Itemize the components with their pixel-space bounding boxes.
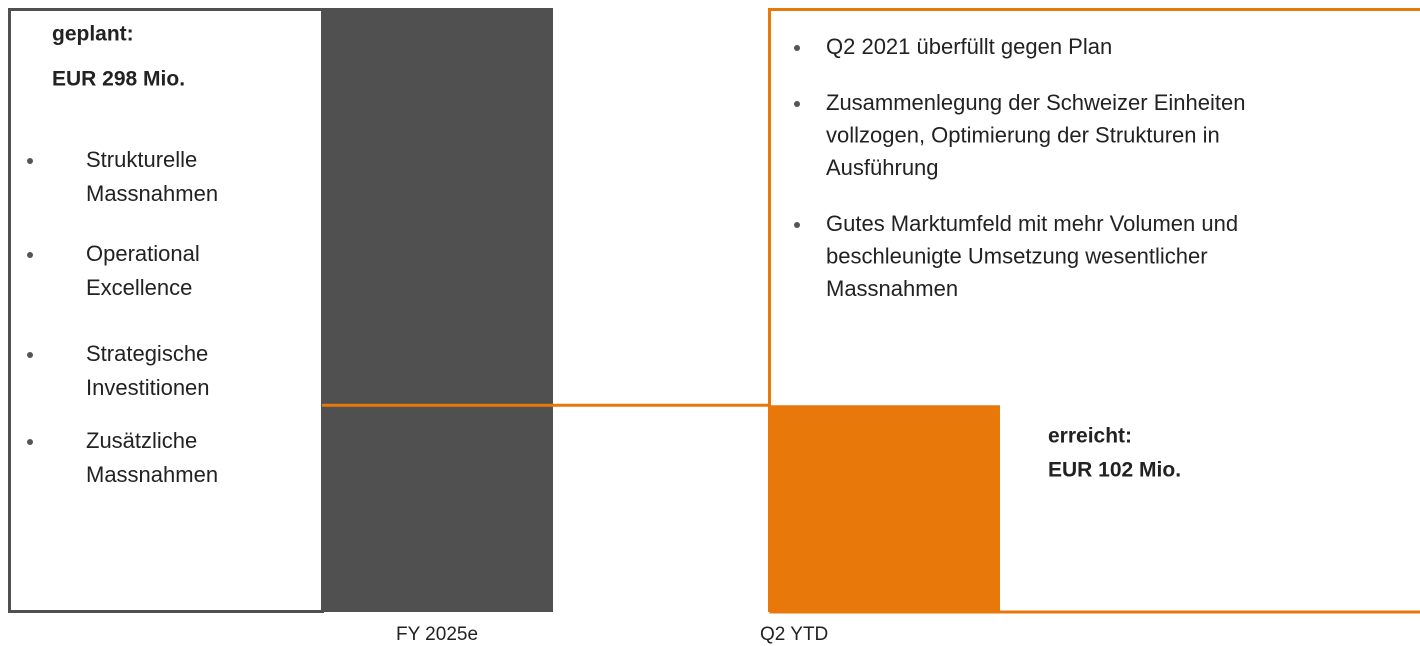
- bar: [768, 405, 1000, 612]
- value-label: EUR 298 Mio.: [52, 68, 185, 91]
- bullet: [27, 158, 33, 164]
- bullet: [794, 222, 800, 228]
- note-text: Investitionen: [86, 375, 210, 400]
- note-text: Strukturelle: [86, 147, 197, 172]
- note-text: Q2 2021 überfüllt gegen Plan: [826, 34, 1112, 59]
- x-tick-label: Q2 YTD: [760, 624, 828, 645]
- note-text: vollzogen, Optimierung der Strukturen in: [826, 122, 1220, 147]
- note-text: Operational: [86, 241, 200, 266]
- note-text: Strategische: [86, 341, 208, 366]
- note-text: Massnahmen: [86, 181, 218, 206]
- bullet: [27, 439, 33, 445]
- bullet: [794, 101, 800, 107]
- note-text: Massnahmen: [86, 462, 218, 487]
- note-text: Massnahmen: [826, 276, 958, 301]
- note-text: Excellence: [86, 275, 192, 300]
- value-label: EUR 102 Mio.: [1048, 459, 1181, 482]
- bar: [322, 8, 553, 612]
- bullet: [27, 352, 33, 358]
- note-text: Gutes Marktumfeld mit mehr Volumen und: [826, 211, 1238, 236]
- bullet: [27, 252, 33, 258]
- note-text: Ausführung: [826, 155, 939, 180]
- note-text: Zusammenlegung der Schweizer Einheiten: [826, 90, 1245, 115]
- note-text: beschleunigte Umsetzung wesentlicher: [826, 243, 1208, 268]
- bullet: [794, 45, 800, 51]
- value-caption: geplant:: [52, 23, 134, 46]
- left-box: [8, 8, 324, 613]
- x-tick-label: FY 2025e: [396, 624, 478, 645]
- note-text: Zusätzliche: [86, 428, 197, 453]
- value-caption: erreicht:: [1048, 425, 1132, 448]
